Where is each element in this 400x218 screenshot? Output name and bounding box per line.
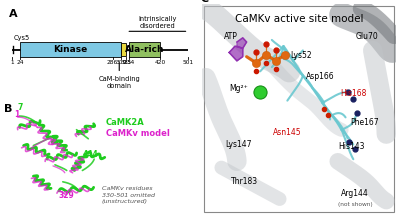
Text: CaMKv residues
330-501 omitted
(unstructured): CaMKv residues 330-501 omitted (unstruct… [102,186,155,204]
Text: Lys147: Lys147 [226,140,252,149]
Text: Thr183: Thr183 [231,177,258,186]
Text: Lys52: Lys52 [290,51,312,60]
Text: B: B [4,104,12,114]
Text: CaMKv model: CaMKv model [106,129,170,138]
Text: Asp166: Asp166 [306,72,335,81]
Text: CaMKv active site model: CaMKv active site model [235,14,363,24]
Text: Intrinsically
disordered: Intrinsically disordered [138,16,176,29]
Polygon shape [237,38,247,48]
Text: 309: 309 [115,60,126,65]
Text: A: A [9,9,17,19]
Text: 7: 7 [18,103,23,112]
Bar [130,42,160,57]
Text: Mg²⁺: Mg²⁺ [230,83,248,93]
Polygon shape [229,46,243,61]
Text: 444: 444 [82,150,98,159]
Text: 24: 24 [16,60,24,65]
Text: 1: 1 [10,60,14,65]
Text: (not shown): (not shown) [338,202,373,207]
Text: Asn145: Asn145 [273,128,302,136]
Text: ATP: ATP [224,32,238,41]
Text: Kinase: Kinase [53,45,88,54]
Text: 501: 501 [183,60,194,65]
Text: Phe167: Phe167 [351,118,379,127]
Text: 420: 420 [154,60,166,65]
Text: CaMK2A: CaMK2A [106,118,145,127]
Text: 286: 286 [107,60,118,65]
Text: 334: 334 [124,60,135,65]
Text: Glu70: Glu70 [356,32,378,41]
Text: His168: His168 [340,89,366,98]
Text: 325: 325 [121,60,132,65]
Text: Cys5: Cys5 [14,35,30,41]
Text: C: C [200,0,208,4]
Text: CaM-binding
domain: CaM-binding domain [98,76,140,89]
Text: 329: 329 [59,191,75,200]
Bar [20,42,121,57]
Bar [121,43,126,56]
Text: 1: 1 [14,110,19,119]
Text: Arg144: Arg144 [341,189,369,198]
Text: Ala-rich: Ala-rich [125,45,164,54]
Text: His143: His143 [338,142,365,151]
